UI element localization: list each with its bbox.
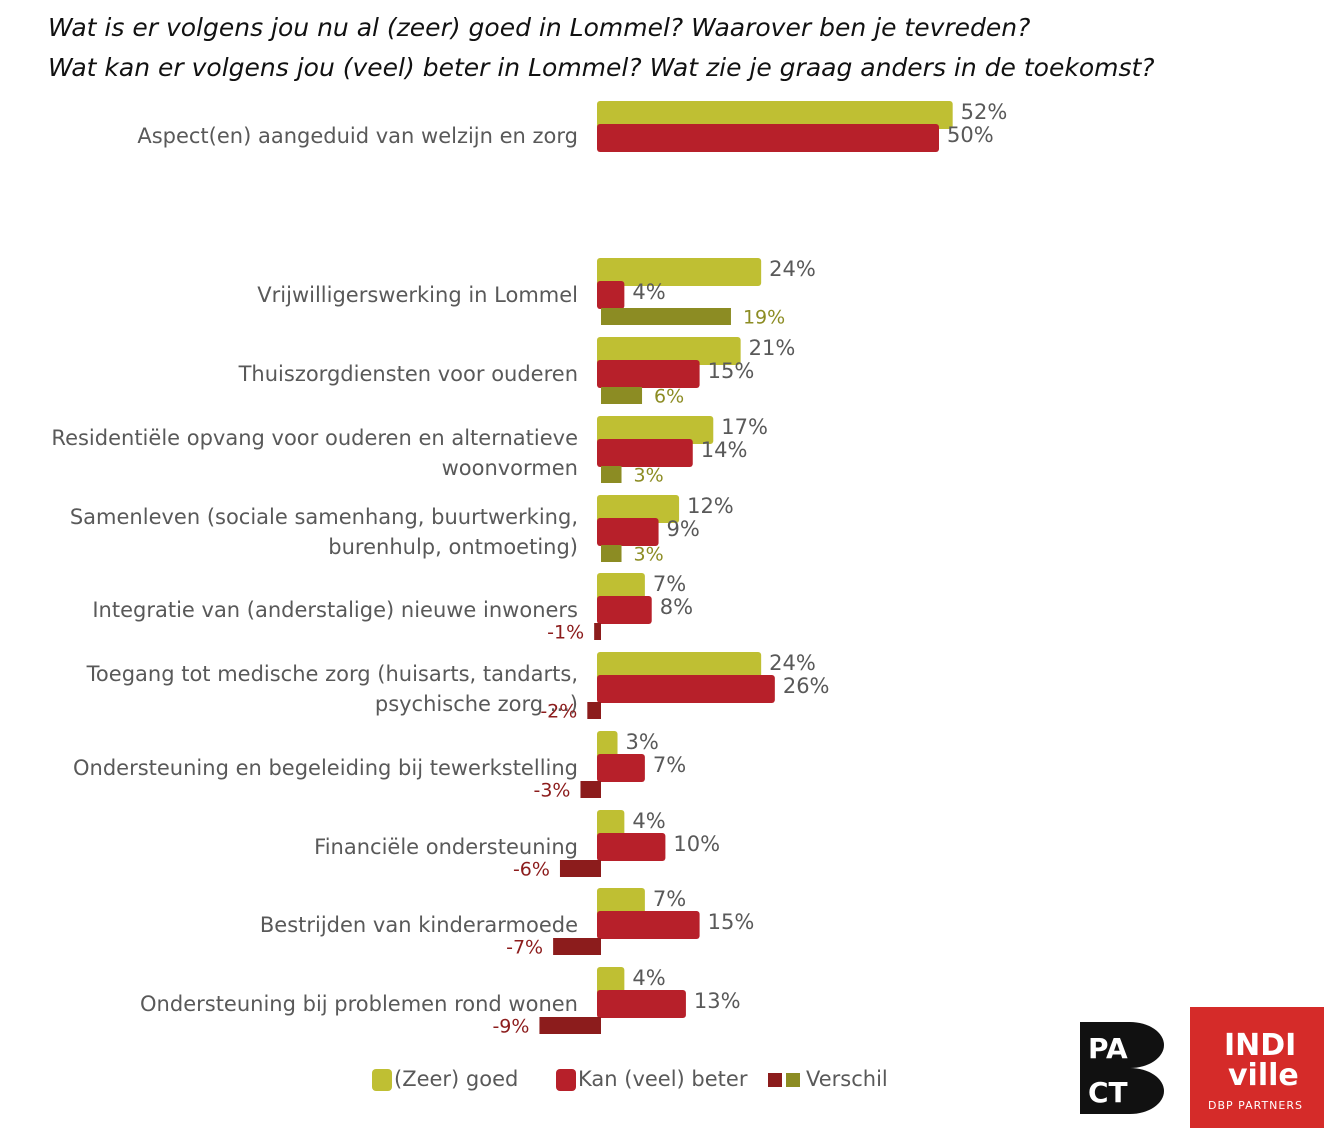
bar-goed (597, 967, 625, 995)
svg-text:PA: PA (1088, 1032, 1128, 1065)
value-label-verschil: -7% (506, 937, 543, 959)
value-label-verschil: -6% (513, 859, 550, 881)
title-line-2: Wat kan er volgens jou (veel) beter in L… (48, 53, 1155, 82)
bar-verschil (553, 938, 601, 955)
value-label-beter: 10% (673, 832, 720, 856)
bar-beter (597, 518, 659, 546)
category-label: Residentiële opvang voor ouderen en alte… (51, 426, 578, 480)
bar-beter (597, 281, 625, 309)
value-label-goed: 4% (632, 966, 665, 990)
category-label: Ondersteuning en begeleiding bij tewerks… (72, 756, 578, 780)
bar-verschil (601, 308, 731, 325)
bar-goed (597, 337, 741, 365)
bar-goed (597, 888, 645, 916)
bar-verschil (594, 623, 601, 640)
value-label-beter: 26% (783, 674, 830, 698)
category-label: Aspect(en) aangeduid van welzijn en zorg (137, 124, 578, 148)
value-label-verschil: 3% (634, 465, 664, 487)
bar-goed (597, 652, 762, 680)
bar-goed (597, 731, 618, 759)
bar-goed (597, 573, 645, 601)
value-label-goed: 24% (769, 651, 816, 675)
legend-swatch-verschil-pos (786, 1073, 800, 1087)
bar-verschil (601, 545, 622, 562)
bar-beter (597, 675, 775, 703)
value-label-beter: 4% (632, 280, 665, 304)
title-line-1: Wat is er volgens jou nu al (zeer) goed … (48, 13, 1031, 42)
bar-goed (597, 495, 680, 523)
value-label-beter: 8% (660, 595, 693, 619)
bar-beter (597, 754, 645, 782)
value-label-verschil: -1% (547, 622, 584, 644)
value-label-verschil: 6% (654, 386, 684, 408)
category-label: Financiële ondersteuning (314, 835, 578, 859)
bar-beter (597, 911, 700, 939)
legend-swatch-goed (372, 1069, 392, 1091)
value-label-verschil: 3% (634, 544, 664, 566)
value-label-verschil: -9% (492, 1016, 529, 1038)
value-label-verschil: -2% (540, 701, 577, 723)
value-label-beter: 7% (653, 753, 686, 777)
bar-beter (597, 990, 686, 1018)
value-label-verschil: -3% (533, 780, 570, 802)
value-label-beter: 50% (947, 123, 994, 147)
chart-title: Wat is er volgens jou nu al (zeer) goed … (48, 8, 1318, 88)
bar-goed (597, 258, 762, 286)
bar-verschil (587, 702, 601, 719)
bar-beter (597, 360, 700, 388)
legend-swatch-verschil-neg (768, 1073, 782, 1087)
category-label: Toegang tot medische zorg (huisarts, tan… (86, 662, 578, 716)
value-label-goed: 21% (749, 336, 796, 360)
value-label-beter: 9% (667, 517, 700, 541)
indiville-logo: INDI ville DBP PARTNERS (1190, 1007, 1324, 1128)
value-label-beter: 13% (694, 989, 741, 1013)
value-label-goed: 52% (961, 100, 1008, 124)
category-label: Samenleven (sociale samenhang, buurtwerk… (69, 505, 578, 559)
category-label: Integratie van (anderstalige) nieuwe inw… (92, 598, 578, 622)
legend-label-verschil: Verschil (806, 1067, 888, 1091)
svg-text:INDI: INDI (1224, 1028, 1296, 1063)
category-label: Bestrijden van kinderarmoede (259, 913, 578, 937)
svg-text:ville: ville (1228, 1058, 1299, 1093)
legend-swatch-beter (556, 1069, 576, 1091)
category-label: Ondersteuning bij problemen rond wonen (140, 992, 578, 1016)
category-label: Vrijwilligerswerking in Lommel (257, 283, 578, 307)
value-label-goed: 7% (653, 887, 686, 911)
value-label-goed: 17% (721, 415, 768, 439)
bar-beter (597, 833, 666, 861)
legend-item-verschil: Verschil (768, 1063, 888, 1095)
value-label-goed: 24% (769, 257, 816, 281)
value-label-beter: 15% (708, 359, 755, 383)
pact-logo: PA CT (1080, 1022, 1164, 1114)
bar-verschil (601, 387, 643, 404)
legend-item-beter: Kan (veel) beter (556, 1063, 747, 1095)
legend-label-goed: (Zeer) goed (394, 1067, 519, 1091)
value-label-verschil: 19% (743, 307, 785, 329)
value-label-goed: 3% (626, 730, 659, 754)
bar-goed (597, 101, 953, 129)
value-label-goed: 4% (632, 809, 665, 833)
bar-verschil (580, 781, 601, 798)
category-label: Thuiszorgdiensten voor ouderen (238, 362, 578, 386)
bar-verschil (559, 860, 601, 877)
bar-beter (597, 596, 652, 624)
bar-verschil (539, 1017, 601, 1034)
value-label-beter: 14% (701, 438, 748, 462)
value-label-goed: 12% (687, 494, 734, 518)
bar-verschil (601, 466, 622, 483)
legend-label-beter: Kan (veel) beter (578, 1067, 748, 1091)
legend-item-goed: (Zeer) goed (372, 1063, 518, 1095)
value-label-goed: 7% (653, 572, 686, 596)
value-label-beter: 15% (708, 910, 755, 934)
svg-text:CT: CT (1088, 1076, 1128, 1109)
bar-beter (597, 124, 939, 152)
svg-text:DBP PARTNERS: DBP PARTNERS (1208, 1099, 1303, 1112)
bar-goed (597, 416, 714, 444)
bar-goed (597, 810, 625, 838)
bar-beter (597, 439, 693, 467)
